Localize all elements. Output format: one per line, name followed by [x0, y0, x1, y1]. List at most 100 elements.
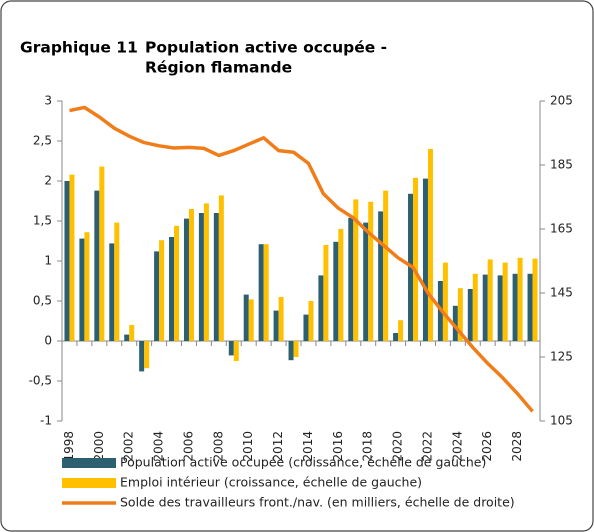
bar [422, 178, 428, 341]
bar [174, 225, 180, 341]
bar [378, 211, 384, 341]
bar [303, 314, 309, 341]
y-tick-label: 1 [44, 254, 52, 268]
y2-tick-label: 145 [550, 286, 573, 300]
bar [183, 218, 189, 341]
bar [383, 190, 389, 341]
bar [273, 310, 279, 341]
bar [413, 177, 419, 341]
bar [482, 274, 488, 341]
x-tick-label: 2000 [92, 431, 106, 462]
bar [487, 259, 493, 341]
y2-tick-label: 205 [550, 94, 573, 108]
bar [348, 217, 354, 341]
bar [203, 203, 209, 341]
bar [188, 209, 194, 341]
y2-tick-label: 165 [550, 222, 573, 236]
bar [527, 273, 533, 341]
y-tick-label: 0 [44, 334, 52, 348]
bar [139, 341, 145, 372]
bar [353, 199, 359, 341]
bar [129, 325, 135, 341]
bar [308, 301, 314, 341]
bar [393, 333, 399, 341]
bar [467, 289, 473, 341]
bar [278, 297, 284, 341]
y-tick-label: 0,5 [33, 294, 52, 308]
bar [293, 341, 299, 357]
bar [84, 232, 90, 341]
legend-label: Population active occupée (croissance, é… [120, 455, 486, 470]
bar [398, 320, 404, 341]
x-tick-label: 2004 [152, 431, 166, 462]
legend-label: Solde des travailleurs front./nav. (en m… [120, 495, 515, 510]
bar [517, 257, 523, 341]
y-tick-label: 2 [44, 174, 52, 188]
bar [323, 245, 329, 341]
x-tick-label: 2020 [391, 431, 405, 462]
bar [472, 273, 478, 341]
bar [532, 258, 538, 341]
y2-tick-label: 105 [550, 414, 573, 428]
y-tick-label: 2,5 [33, 134, 52, 148]
bar [338, 229, 344, 341]
bar [288, 341, 294, 361]
x-tick-label: 2012 [271, 431, 285, 462]
x-tick-label: 2022 [420, 431, 434, 462]
bar [502, 262, 508, 341]
chart-title: Région flamande [145, 59, 292, 77]
bar [452, 305, 458, 341]
legend-swatch [62, 478, 116, 488]
y2-tick-label: 185 [550, 158, 573, 172]
x-tick-label: 2008 [211, 431, 225, 462]
y-tick-label: -0,5 [29, 374, 52, 388]
bar [333, 241, 339, 341]
y-tick-label: 1,5 [33, 214, 52, 228]
bar [233, 341, 239, 361]
bar [442, 262, 448, 341]
bar [79, 238, 85, 341]
x-tick-label: 2018 [361, 431, 375, 462]
bar [64, 181, 70, 341]
bar [258, 244, 264, 341]
x-tick-label: 1998 [62, 431, 76, 462]
y-tick-label: -1 [40, 414, 52, 428]
bar [159, 240, 165, 341]
bar [457, 288, 463, 341]
x-tick-label: 2026 [480, 431, 494, 462]
bar [154, 251, 160, 341]
x-tick-label: 2028 [510, 431, 524, 462]
y2-tick-label: 125 [550, 350, 573, 364]
bar [248, 299, 254, 341]
bar [144, 341, 150, 369]
x-tick-label: 2024 [450, 431, 464, 462]
bar [368, 201, 374, 341]
bar [318, 275, 324, 341]
line [69, 105, 534, 413]
bar [243, 294, 249, 341]
bar [169, 237, 175, 341]
legend-label: Emploi intérieur (croissance, échelle de… [120, 475, 422, 490]
bar [512, 273, 518, 341]
x-tick-label: 2010 [241, 431, 255, 462]
bar [218, 195, 224, 341]
bar [213, 213, 219, 341]
bar [263, 244, 269, 341]
bar [94, 190, 100, 341]
bar [124, 334, 130, 341]
x-tick-label: 2014 [301, 431, 315, 462]
chart-title: Population active occupée - [145, 39, 387, 57]
bar [497, 275, 503, 341]
bar [363, 222, 369, 341]
x-tick-label: 2016 [331, 431, 345, 462]
x-tick-label: 2002 [122, 431, 136, 462]
x-tick-label: 2006 [181, 431, 195, 462]
bar [228, 341, 234, 356]
chart-label: Graphique 11 [20, 39, 138, 57]
legend-swatch [62, 458, 116, 468]
bar [198, 213, 204, 341]
bar [109, 243, 115, 341]
